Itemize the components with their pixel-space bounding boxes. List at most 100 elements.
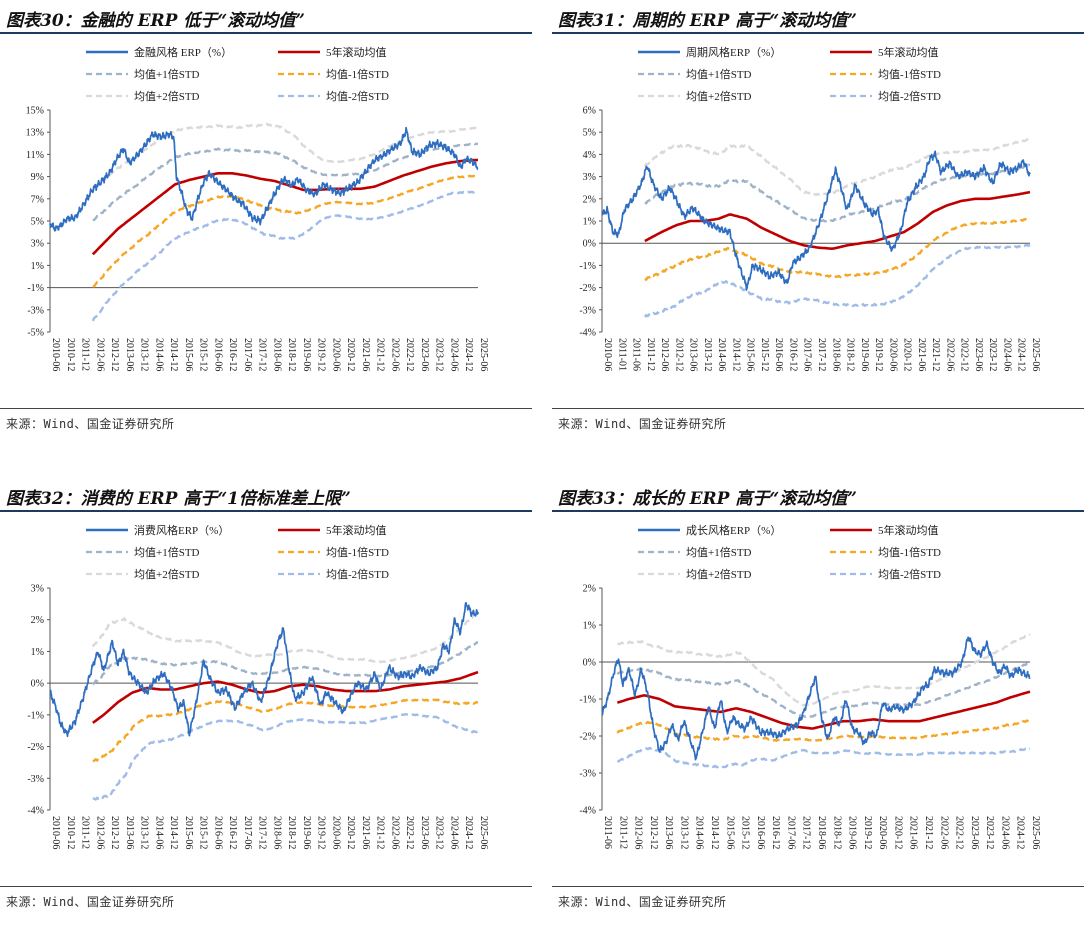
legend-item-erp: 消费风格ERP（%） xyxy=(86,523,229,537)
y-tick-label: 1% xyxy=(31,647,44,658)
x-tick-label: 2021-12 xyxy=(375,816,386,849)
band-line-m1 xyxy=(92,174,479,288)
x-tick-label: 2024-06 xyxy=(999,816,1010,849)
x-tick-label: 2022-06 xyxy=(938,816,949,849)
chart-panel-cyclical: 图表31：周期的 ERP 高于“滚动均值” 周期风格ERP（%） 5年滚动均值 均值… xyxy=(552,0,1084,457)
x-tick-label: 2017-12 xyxy=(801,816,812,849)
y-tick-label: 5% xyxy=(31,217,44,228)
x-tick-label: 2020-12 xyxy=(345,338,356,371)
x-tick-label: 2013-06 xyxy=(124,816,135,849)
y-tick-label: 2% xyxy=(583,584,596,595)
source-rule xyxy=(0,886,532,887)
band-line-m1 xyxy=(92,698,479,763)
x-tick-label: 2019-12 xyxy=(316,816,327,849)
x-tick-label: 2012-06 xyxy=(94,816,105,849)
chart-panel-consumer: 图表32：消费的 ERP 高于“1倍标准差上限” 消费风格ERP（%） 5年滚动均… xyxy=(0,478,532,935)
x-tick-label: 2012-06 xyxy=(659,338,670,371)
legend-label: 均值+2倍STD xyxy=(686,567,752,581)
y-tick-label: -5% xyxy=(27,328,44,339)
x-tick-label: 2011-12 xyxy=(80,338,91,371)
band-line-p2 xyxy=(643,137,1031,197)
y-tick-label: 9% xyxy=(31,172,44,183)
y-tick-label: 3% xyxy=(31,239,44,250)
x-tick-label: 2024-12 xyxy=(463,816,474,849)
x-tick-label: 2020-06 xyxy=(887,338,898,371)
x-tick-label: 2022-06 xyxy=(389,338,400,371)
title-rule xyxy=(552,32,1084,34)
chart-title: 图表33：成长的 ERP 高于“滚动均值” xyxy=(558,489,857,509)
x-tick-label: 2015-06 xyxy=(183,338,194,371)
x-tick-label: 2012-06 xyxy=(94,338,105,371)
x-tick-label: 2015-06 xyxy=(183,816,194,849)
legend-label: 均值+2倍STD xyxy=(686,89,752,103)
legend-item-p2: 均值+2倍STD xyxy=(86,567,200,581)
y-tick-label: 3% xyxy=(583,172,596,183)
band-line-m1 xyxy=(616,719,1031,743)
x-tick-label: 2020-12 xyxy=(902,338,913,371)
legend-label: 均值-2倍STD xyxy=(326,89,389,103)
rolling-mean-line xyxy=(92,670,479,724)
source-note: 来源：Wind、国金证券研究所 xyxy=(6,895,175,909)
legend-item-erp: 周期风格ERP（%） xyxy=(638,45,781,59)
x-tick-label: 2014-06 xyxy=(716,338,727,371)
x-tick-label: 2013-12 xyxy=(139,338,150,371)
x-tick-label: 2015-12 xyxy=(740,816,751,849)
x-tick-label: 2011-06 xyxy=(602,816,613,849)
x-tick-label: 2016-12 xyxy=(787,338,798,371)
x-tick-label: 2017-12 xyxy=(816,338,827,371)
x-tick-label: 2010-06 xyxy=(602,338,613,371)
legend-label: 5年滚动均值 xyxy=(326,45,387,59)
y-tick-label: -1% xyxy=(27,710,44,721)
legend-label: 消费风格ERP（%） xyxy=(134,523,229,537)
x-tick-label: 2011-01 xyxy=(616,338,627,371)
x-tick-label: 2015-12 xyxy=(198,816,209,849)
legend-label: 金融风格 ERP（%） xyxy=(134,45,232,59)
legend-label: 均值+2倍STD xyxy=(134,567,200,581)
x-tick-label: 2024-06 xyxy=(448,338,459,371)
x-tick-label: 2012-12 xyxy=(673,338,684,371)
y-tick-label: 6% xyxy=(583,106,596,117)
x-tick-label: 2012-12 xyxy=(109,816,120,849)
x-tick-label: 2016-06 xyxy=(212,338,223,371)
chart-title: 图表30：金融的 ERP 低于“滚动均值” xyxy=(6,11,305,31)
x-tick-label: 2024-12 xyxy=(463,338,474,371)
y-tick-label: 1% xyxy=(31,261,44,272)
title-rule xyxy=(0,510,532,512)
chart-panel-financial: 图表30：金融的 ERP 低于“滚动均值” 金融风格 ERP（%） 5年滚动均值均… xyxy=(0,0,532,457)
y-tick-label: -1% xyxy=(579,261,596,272)
x-tick-label: 2011-06 xyxy=(631,338,642,371)
legend-item-ma: 5年滚动均值 xyxy=(830,45,939,59)
x-tick-label: 2014-12 xyxy=(730,338,741,371)
x-tick-label: 2023-06 xyxy=(969,816,980,849)
x-tick-label: 2025-06 xyxy=(478,338,489,371)
y-tick-label: 0% xyxy=(31,679,44,690)
x-tick-label: 2020-12 xyxy=(345,816,356,849)
x-tick-label: 2024-12 xyxy=(1016,338,1027,371)
x-tick-label: 2023-06 xyxy=(419,338,430,371)
band-line-p2 xyxy=(91,122,479,190)
legend-item-m2: 均值-2倍STD xyxy=(278,89,389,103)
y-tick-label: 5% xyxy=(583,128,596,139)
y-tick-label: -2% xyxy=(27,742,44,753)
legend-item-ma: 5年滚动均值 xyxy=(830,523,939,537)
x-tick-label: 2016-06 xyxy=(755,816,766,849)
legend-item-m2: 均值-2倍STD xyxy=(830,567,941,581)
band-line-p2 xyxy=(616,633,1031,707)
x-tick-label: 2018-06 xyxy=(271,816,282,849)
y-tick-label: 0% xyxy=(583,658,596,669)
x-tick-label: 2025-06 xyxy=(1030,338,1041,371)
legend-item-p1: 均值+1倍STD xyxy=(638,545,752,559)
legend-item-p2: 均值+2倍STD xyxy=(86,89,200,103)
y-tick-label: -4% xyxy=(579,328,596,339)
legend-label: 均值+1倍STD xyxy=(686,545,752,559)
x-tick-label: 2015-12 xyxy=(198,338,209,371)
legend-item-p1: 均值+1倍STD xyxy=(86,67,200,81)
x-tick-label: 2013-12 xyxy=(702,338,713,371)
legend-label: 均值-2倍STD xyxy=(326,567,389,581)
legend-label: 均值+1倍STD xyxy=(134,67,200,81)
x-tick-label: 2014-12 xyxy=(168,338,179,371)
title-rule xyxy=(552,510,1084,512)
band-line-p1 xyxy=(644,163,1031,224)
x-tick-label: 2021-12 xyxy=(375,338,386,371)
